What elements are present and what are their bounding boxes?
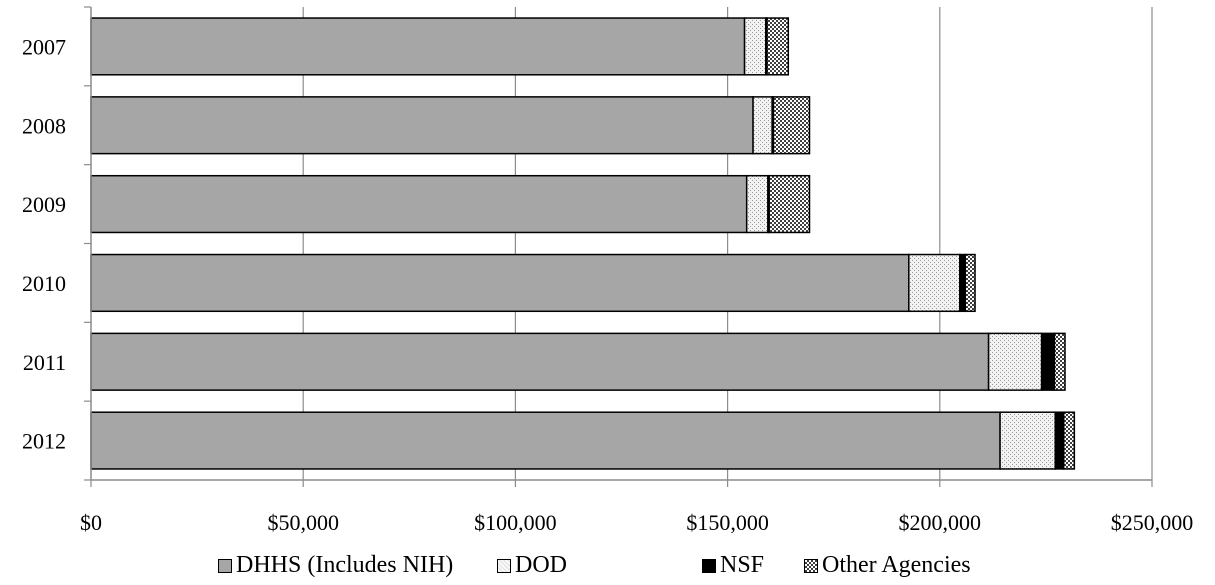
bar-segment-2007-other-agencies	[766, 17, 790, 76]
y-tick-label: 2010	[22, 271, 66, 296]
bar-segment-2009-other-agencies	[768, 174, 811, 234]
bar-segment-2007-dhhs-includes-nih	[90, 17, 746, 76]
bar-segment-2009-dod	[745, 174, 769, 234]
x-tick-label: $100,000	[474, 510, 557, 535]
legend-label: Other Agencies	[822, 552, 971, 578]
bar-segment-2012-dod	[999, 411, 1056, 470]
y-tick-label: 2011	[23, 350, 66, 375]
bar-segment-2011-dod	[987, 332, 1043, 391]
y-tick-label: 2012	[22, 429, 66, 454]
bar-segment-2010-dod	[908, 253, 961, 313]
legend-label: DOD	[515, 552, 567, 578]
x-tick-labels: $0 $50,000 $100,000 $150,000 $200,000 $250,00…	[80, 510, 1193, 535]
bar-segment-2010-dhhs-includes-nih	[90, 253, 910, 313]
x-tick-label: $0	[80, 510, 102, 535]
gridlines	[302, 7, 1153, 480]
legend-label: NSF	[720, 552, 765, 578]
legend-item: Other Agencies	[804, 552, 971, 579]
legend-swatch	[218, 558, 232, 573]
legend-label: DHHS (Includes NIH)	[236, 552, 454, 578]
x-tick-label: $50,000	[267, 510, 339, 535]
bar-segment-2011-other-agencies	[1053, 332, 1066, 391]
legend-item: NSF	[702, 552, 764, 579]
bar-segment-2011-dhhs-includes-nih	[90, 332, 990, 391]
y-tick-label: 2009	[22, 192, 66, 217]
bar-segment-2012-nsf	[1054, 411, 1065, 470]
bar-segment-2011-nsf	[1040, 332, 1056, 391]
bar-segment-2008-other-agencies	[772, 96, 811, 155]
axes	[84, 6, 1153, 487]
x-tick-label: $250,000	[1111, 510, 1194, 535]
y-tick-labels: 2007 2008 2009 2010 2011 2012	[22, 34, 66, 453]
legend: DHHS (Includes NIH) DOD NSF Other Agencies	[0, 552, 1215, 582]
x-tick-label: $150,000	[686, 510, 769, 535]
legend-swatch	[804, 558, 818, 573]
y-tick-label: 2007	[22, 34, 66, 59]
bar-segment-2012-dhhs-includes-nih	[90, 411, 1001, 470]
bar-segment-2009-dhhs-includes-nih	[90, 174, 748, 234]
legend-swatch	[702, 558, 716, 573]
bars	[90, 17, 1076, 470]
x-tick-label: $200,000	[899, 510, 982, 535]
bar-segment-2008-dod	[752, 96, 773, 155]
y-tick-label: 2008	[22, 113, 66, 138]
legend-item: DOD	[497, 552, 567, 579]
stacked-bar-chart: 2007 2008 2009 2010 2011 2012 $0 $50,000 $100,0…	[22, 6, 1193, 535]
bar-segment-2010-other-agencies	[964, 253, 976, 313]
bar-segment-2007-dod	[743, 17, 767, 76]
bar-segment-2012-other-agencies	[1062, 411, 1076, 470]
legend-swatch	[497, 558, 511, 573]
bar-segment-2010-nsf	[958, 253, 967, 313]
bar-segment-2008-dhhs-includes-nih	[90, 96, 754, 155]
legend-item: DHHS (Includes NIH)	[218, 552, 453, 579]
